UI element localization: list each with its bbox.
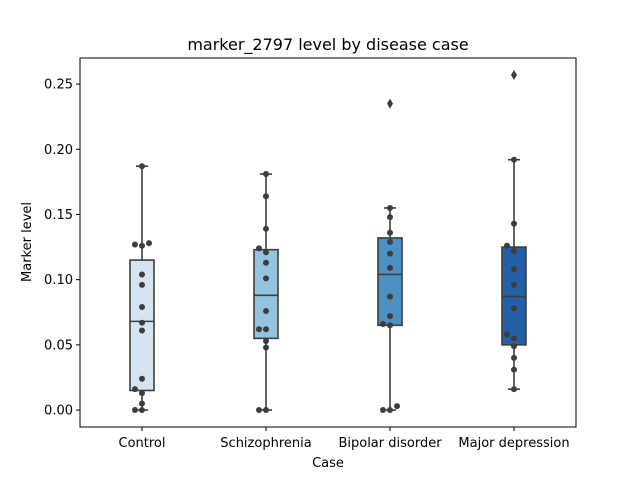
plot-area [129,69,527,414]
data-point [263,193,269,200]
data-point [139,319,145,326]
data-point [139,390,145,397]
y-tick-label: 0.05 [44,338,73,353]
data-point [387,407,393,414]
data-point [511,305,517,312]
axes-frame [79,57,577,428]
data-point [263,171,269,178]
data-point [256,326,262,333]
data-point [387,264,393,271]
data-point [139,281,145,288]
box-group [377,98,403,411]
data-point [132,407,138,414]
data-point [511,156,517,163]
data-point [132,241,138,248]
x-tick-label: Control [119,436,166,451]
swarm-group [504,156,517,393]
data-point [380,320,386,327]
data-point [394,403,400,410]
data-point [139,163,145,170]
data-point [511,266,517,273]
data-point [387,293,393,300]
swarm-group [256,171,269,414]
data-point [263,337,269,344]
data-point [504,331,510,338]
data-point [511,247,517,254]
data-point [263,259,269,266]
y-tick-label: 0.00 [44,404,73,419]
x-tick-label: Major depression [458,436,569,451]
y-tick-label: 0.15 [44,208,73,223]
box [377,237,403,327]
swarm-group [132,163,152,414]
data-point [139,407,145,414]
swarm-group [380,204,400,414]
outlier-marker [387,98,393,109]
x-axis-label: Case [312,456,344,471]
data-point [139,327,145,334]
data-point [263,225,269,232]
y-axis-ticks: 0.00 0.05 0.10 0.15 0.20 0.25 [44,78,80,419]
outlier-marker [511,69,517,80]
data-point [263,407,269,414]
chart-title: marker_2797 level by disease case [187,35,468,55]
y-tick-label: 0.25 [44,78,73,93]
data-point [263,307,269,314]
data-point [511,343,517,350]
y-tick-label: 0.10 [44,273,73,288]
data-point [511,335,517,342]
data-point [380,407,386,414]
data-point [511,366,517,373]
y-tick-label: 0.20 [44,143,73,158]
data-point [139,375,145,382]
data-point [263,326,269,333]
data-point [387,250,393,257]
data-point [139,242,145,249]
box-group [253,173,279,411]
data-point [511,386,517,393]
data-point [387,238,393,245]
data-point [387,313,393,320]
data-point [139,271,145,278]
data-point [387,204,393,211]
data-point [146,240,152,247]
data-point [263,344,269,351]
data-point [511,281,517,288]
data-point [132,386,138,393]
data-point [256,245,262,252]
x-tick-label: Schizophrenia [220,436,311,451]
data-point [387,229,393,236]
data-point [504,242,510,249]
x-axis-ticks: Control Schizophrenia Bipolar disorder Majo… [119,427,570,451]
data-point [263,249,269,256]
box-group [129,165,155,411]
data-point [139,304,145,311]
data-point [511,220,517,227]
data-point [387,322,393,329]
data-point [263,275,269,282]
data-point [511,354,517,361]
data-point [256,407,262,414]
data-point [387,214,393,221]
x-tick-label: Bipolar disorder [338,436,442,451]
y-axis-label: Marker level [20,202,35,282]
data-point [139,400,145,407]
